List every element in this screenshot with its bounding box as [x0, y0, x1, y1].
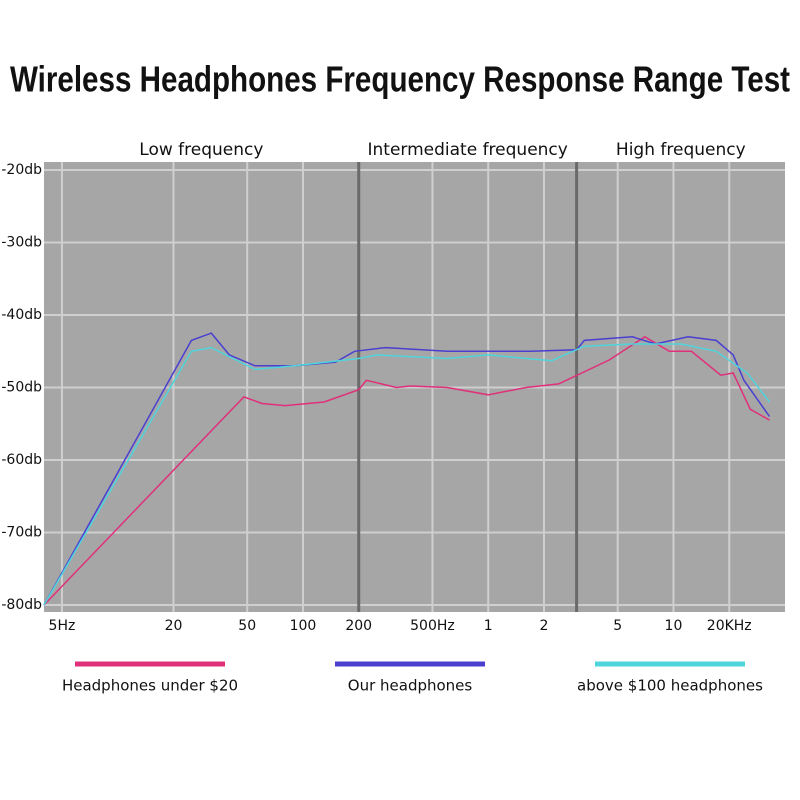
x-tick-label: 1	[484, 618, 493, 634]
legend-label: above $100 headphones	[577, 677, 763, 695]
x-tick-label: 200	[345, 618, 372, 634]
x-tick-label: 500Hz	[410, 618, 455, 634]
legend-label: Our headphones	[348, 677, 473, 695]
y-tick-label: -70db	[1, 525, 42, 541]
x-tick-label: 5Hz	[49, 618, 76, 634]
x-tick-label: 2	[540, 618, 549, 634]
series-line	[43, 335, 770, 606]
y-tick-label: -20db	[1, 162, 42, 178]
x-tick-label: 50	[238, 618, 256, 634]
series-line	[43, 332, 771, 606]
y-tick-label: -60db	[1, 452, 42, 468]
x-tick-label: 100	[290, 618, 317, 634]
legend-label: Headphones under $20	[62, 677, 238, 695]
y-tick-label: -40db	[1, 307, 42, 323]
section-label: Intermediate frequency	[367, 140, 567, 160]
x-tick-label: 5	[613, 618, 622, 634]
chart-title: Wireless Headphones Frequency Response R…	[10, 59, 790, 100]
series-line	[43, 343, 771, 606]
y-tick-label: -80db	[1, 597, 42, 613]
section-label: Low frequency	[139, 140, 263, 160]
y-tick-label: -50db	[1, 380, 42, 396]
x-tick-label: 20KHz	[707, 618, 752, 634]
section-label: High frequency	[616, 140, 746, 160]
y-tick-label: -30db	[1, 235, 42, 251]
x-tick-label: 20	[165, 618, 183, 634]
x-tick-label: 10	[665, 618, 683, 634]
